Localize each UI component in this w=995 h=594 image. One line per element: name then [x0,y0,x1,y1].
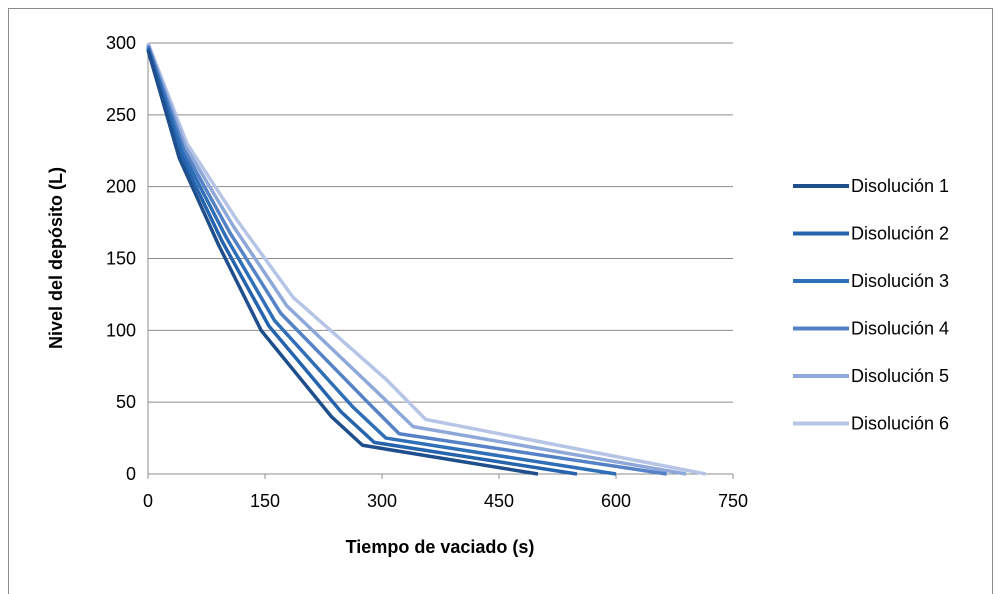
x-tick-label: 0 [143,491,153,511]
axes [147,43,734,479]
x-tick-label: 150 [250,491,280,511]
x-tick-label: 450 [484,491,514,511]
series-line-disolución-2 [146,48,578,476]
x-tick-label: 300 [367,491,397,511]
legend: Disolución 1 Disolución 2 Disolución 3 Diso… [793,176,949,434]
series-lines [146,42,707,476]
y-tick-label: 100 [106,320,136,340]
y-axis-title: Nivel del depósito (L) [46,167,66,349]
legend-label: Disolución 1 [851,176,949,196]
y-tick-label: 150 [106,249,136,269]
series-line-disolución-5 [146,43,687,476]
tick-labels: 0 50 100 150 200 250 300 0 150 300 450 600 750 [106,33,748,511]
y-tick-label: 300 [106,33,136,53]
x-tick-label: 750 [718,491,748,511]
legend-label: Disolución 6 [851,414,949,434]
legend-label: Disolución 4 [851,319,949,339]
y-tick-label: 50 [116,392,136,412]
legend-label: Disolución 5 [851,366,949,386]
legend-label: Disolución 3 [851,271,949,291]
legend-label: Disolución 2 [851,224,949,244]
x-axis-title: Tiempo de vaciado (s) [346,537,535,557]
series-line-disolución-3 [146,46,617,476]
y-tick-label: 200 [106,177,136,197]
y-tick-label: 250 [106,105,136,125]
series-line-disolución-1 [146,49,539,476]
y-tick-label: 0 [126,464,136,484]
series-line-disolución-6 [146,42,707,476]
chart-frame [8,8,993,594]
gridlines [148,42,733,403]
series-line-disolución-4 [146,45,667,476]
x-tick-label: 600 [601,491,631,511]
